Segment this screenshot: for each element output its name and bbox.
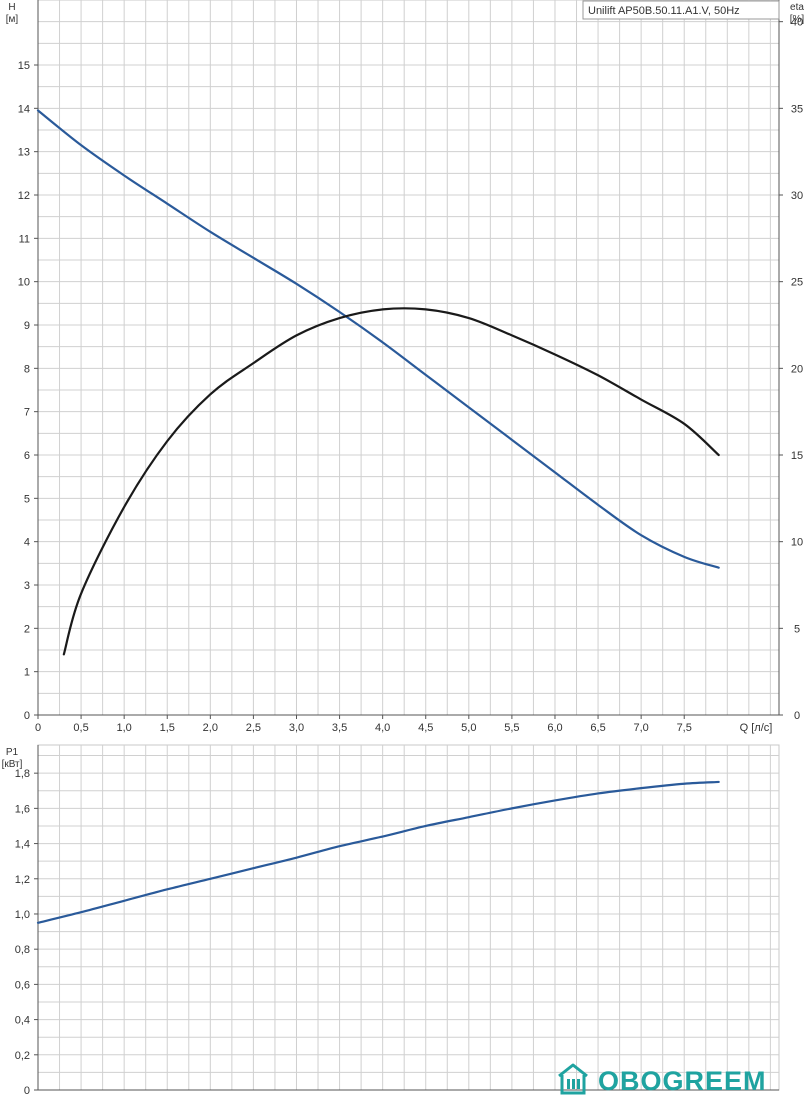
y-tick-label: 9 <box>24 320 30 332</box>
y2-tick-label: 15 <box>791 450 803 462</box>
y-axis-label: H <box>8 2 15 13</box>
x-axis-label: Q [л/с] <box>740 722 773 734</box>
x-tick-label: 2,5 <box>246 722 261 734</box>
x-tick-label: 2,0 <box>203 722 218 734</box>
x-tick-label: 1,0 <box>117 722 132 734</box>
y-tick-label: 12 <box>18 190 30 202</box>
series-line-1 <box>62 307 720 656</box>
y-tick-label: 0,4 <box>15 1015 30 1027</box>
y-tick-label: 0,2 <box>15 1050 30 1062</box>
y-tick-label: 0 <box>24 710 30 722</box>
series-line-0 <box>36 780 720 924</box>
y-tick-label: 15 <box>18 60 30 72</box>
y-tick-label: 10 <box>18 277 30 289</box>
y-tick-label: 1,2 <box>15 874 30 886</box>
y-tick-label: 5 <box>24 493 30 505</box>
y2-axis-label: [%] <box>790 14 805 25</box>
x-tick-label: 1,5 <box>160 722 175 734</box>
y2-tick-label: 35 <box>791 103 803 115</box>
x-tick-label: 3,5 <box>332 722 347 734</box>
y-axis-label: P1 <box>6 747 19 758</box>
y2-tick-label: 40 <box>791 17 803 29</box>
house-radiator-icon <box>558 1063 588 1095</box>
y-tick-label: 1 <box>24 667 30 679</box>
chart-title: Unilift AP50B.50.11.A1.V, 50Hz <box>588 5 740 17</box>
y-tick-label: 1,8 <box>15 768 30 780</box>
y-tick-label: 3 <box>24 580 30 592</box>
x-tick-label: 7,0 <box>633 722 648 734</box>
chart-title-box: Unilift AP50B.50.11.A1.V, 50Hz <box>582 0 780 20</box>
y-tick-label: 6 <box>24 450 30 462</box>
y2-tick-label: 5 <box>794 623 800 635</box>
y2-tick-label: 10 <box>791 537 803 549</box>
x-tick-label: 7,5 <box>677 722 692 734</box>
power-panel: 0 0,2 0,4 0,6 0,8 1,0 1,2 1,4 1,6 1,8 P1[кВт] <box>2 744 780 1097</box>
y2-axis-label: eta <box>790 2 804 13</box>
y-tick-label: 1,4 <box>15 839 30 851</box>
y-axis-label: [м] <box>6 14 19 25</box>
x-tick-label: 4,0 <box>375 722 390 734</box>
y-tick-label: 7 <box>24 407 30 419</box>
y-tick-label: 2 <box>24 623 30 635</box>
y-axis-label: [кВт] <box>2 759 23 770</box>
y2-tick-label: 25 <box>791 277 803 289</box>
y-tick-label: 14 <box>18 103 30 115</box>
y-tick-label: 0,8 <box>15 944 30 956</box>
y-tick-label: 11 <box>19 233 30 245</box>
x-tick-label: 5,0 <box>461 722 476 734</box>
series-line-0 <box>36 109 720 569</box>
plot-frame <box>37 0 780 716</box>
y2-tick-label: 0 <box>794 710 800 722</box>
y-tick-label: 0,6 <box>15 979 30 991</box>
watermark-text: OBOGREEM <box>598 1066 767 1096</box>
x-tick-label: 5,5 <box>504 722 519 734</box>
y-tick-label: 13 <box>18 147 30 159</box>
y-tick-label: 1,6 <box>15 803 30 815</box>
x-tick-label: 6,0 <box>547 722 562 734</box>
x-tick-label: 0 <box>35 722 41 734</box>
watermark-logo: OBOGREEM <box>558 1063 767 1096</box>
x-tick-label: 6,5 <box>590 722 605 734</box>
plot-frame <box>37 744 780 1091</box>
x-tick-label: 4,5 <box>418 722 433 734</box>
x-tick-label: 0,5 <box>73 722 88 734</box>
x-tick-label: 3,0 <box>289 722 304 734</box>
y-tick-label: 0 <box>24 1085 30 1097</box>
head-efficiency-panel: 0123456789101112131415H[м]05101520253035… <box>6 0 805 734</box>
y-tick-label: 1,0 <box>15 909 30 921</box>
y2-tick-label: 30 <box>791 190 803 202</box>
y2-tick-label: 20 <box>791 363 803 375</box>
y-tick-label: 8 <box>24 363 30 375</box>
y-tick-label: 4 <box>24 537 30 549</box>
